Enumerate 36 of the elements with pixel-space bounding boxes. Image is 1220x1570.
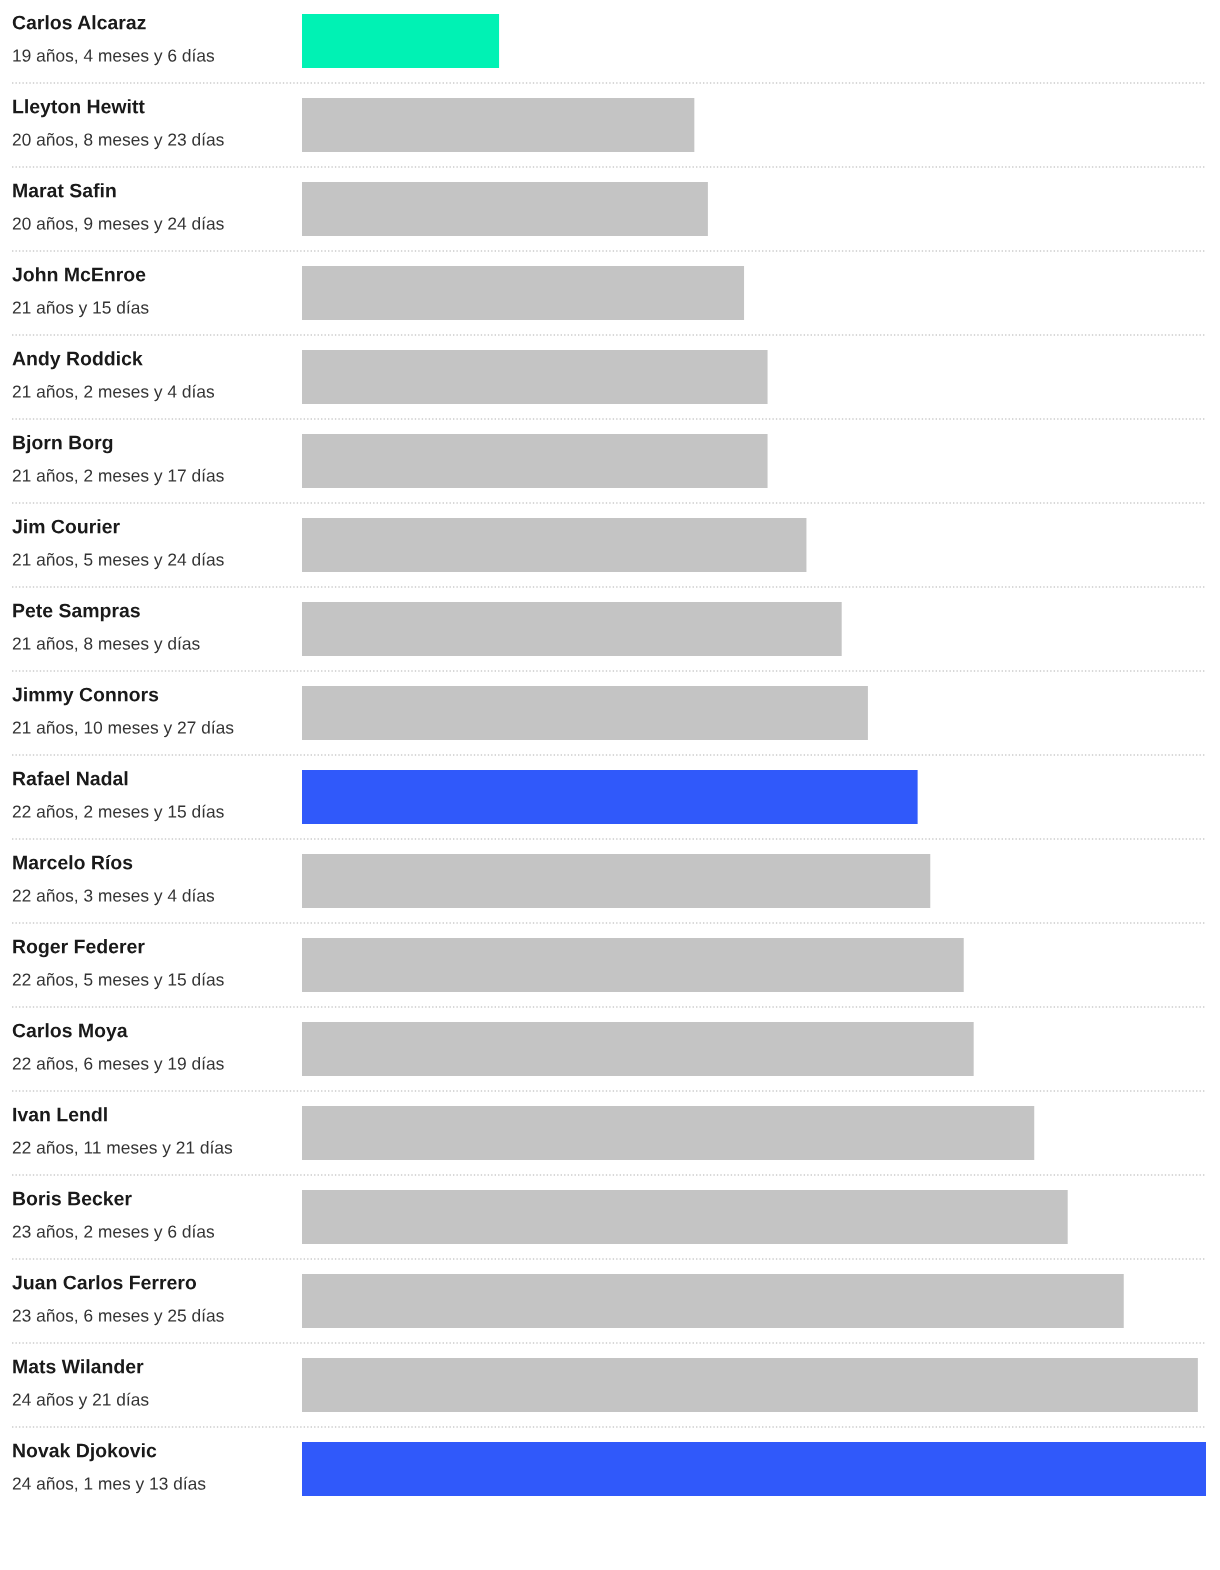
y-tick-label: Ivan Lendl 22 años, 11 meses y 21 días xyxy=(12,1107,233,1158)
y-tick-label: Mats Wilander 24 años y 21 días xyxy=(12,1359,149,1410)
bar xyxy=(302,1274,1124,1328)
y-tick-label: Carlos Alcaraz 19 años, 4 meses y 6 días xyxy=(12,15,215,66)
y-tick-label: John McEnroe 21 años y 15 días xyxy=(12,267,149,318)
bar xyxy=(302,182,708,236)
bar xyxy=(302,350,768,404)
y-tick-label: Juan Carlos Ferrero 23 años, 6 meses y 25 días xyxy=(12,1275,224,1326)
y-tick-label: Rafael Nadal 22 años, 2 meses y 15 días xyxy=(12,771,224,822)
bar xyxy=(302,1106,1035,1160)
bar xyxy=(302,854,931,908)
bar xyxy=(302,1022,974,1076)
y-tick-label: Boris Becker 23 años, 2 meses y 6 días xyxy=(12,1191,215,1242)
y-tick-label: Jim Courier 21 años, 5 meses y 24 días xyxy=(12,519,224,570)
bar xyxy=(302,1442,1206,1496)
bar xyxy=(302,1358,1198,1412)
y-tick-label: Andy Roddick 21 años, 2 meses y 4 días xyxy=(12,351,215,402)
bar xyxy=(302,770,918,824)
y-tick-label: Marcelo Ríos 22 años, 3 meses y 4 días xyxy=(12,854,215,906)
y-tick-label: Bjorn Borg 21 años, 2 meses y 17 días xyxy=(12,435,224,486)
y-tick-label: Pete Sampras 21 años, 8 meses y días xyxy=(12,603,200,654)
y-tick-label: Novak Djokovic 24 años, 1 mes y 13 días xyxy=(12,1443,206,1494)
y-tick-label: Marat Safin 20 años, 9 meses y 24 días xyxy=(12,183,224,234)
bar xyxy=(302,14,500,68)
y-tick-label: Lleyton Hewitt 20 años, 8 meses y 23 días xyxy=(12,99,224,150)
bar xyxy=(302,602,842,656)
y-tick-label: Carlos Moya 22 años, 6 meses y 19 días xyxy=(12,1023,224,1074)
bar xyxy=(302,686,868,740)
bar xyxy=(302,98,695,152)
y-tick-label: Jimmy Connors 21 años, 10 meses y 27 días xyxy=(12,687,234,738)
bar xyxy=(302,518,807,572)
bar xyxy=(302,266,745,320)
bar xyxy=(302,1190,1068,1244)
y-tick-label: Roger Federer 22 años, 5 meses y 15 días xyxy=(12,939,224,990)
bar xyxy=(302,938,964,992)
bar xyxy=(302,434,768,488)
